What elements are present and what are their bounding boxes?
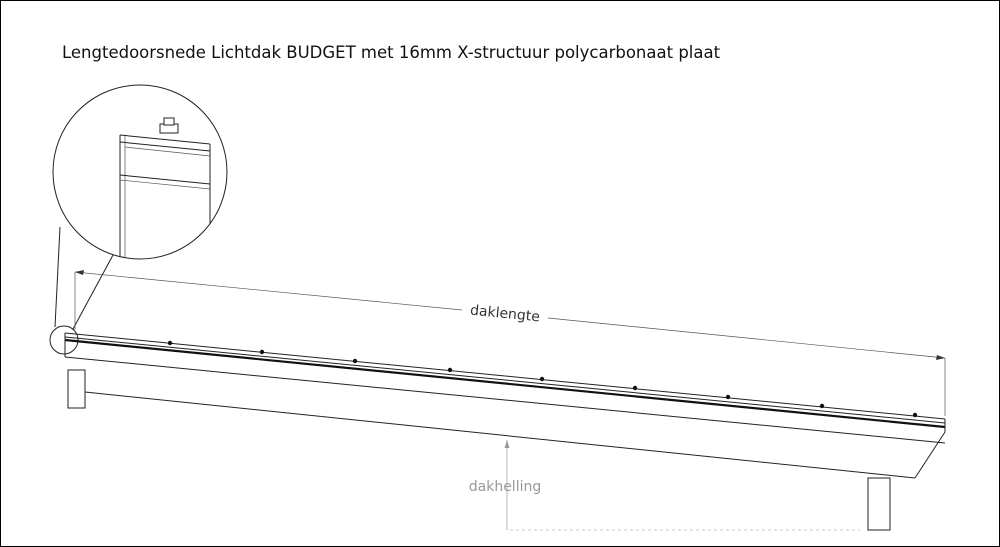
slope-label: dakhelling (469, 479, 542, 495)
roof-section (64, 332, 946, 531)
length-dimension: daklengte (74, 270, 946, 416)
slope-dimension: dakhelling (469, 440, 860, 531)
title: Lengtedoorsnede Lichtdak BUDGET met 16mm… (62, 43, 721, 62)
length-label: daklengte (469, 303, 540, 326)
detail-magnifier (49, 84, 228, 355)
